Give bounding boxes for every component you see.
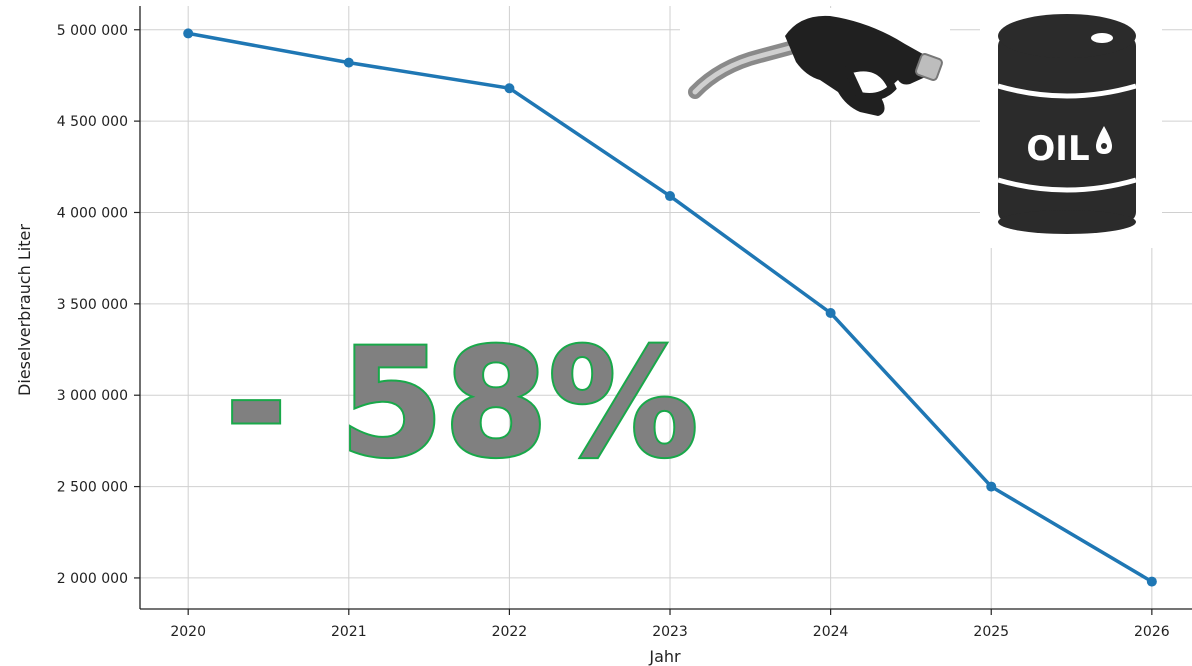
x-tick-label: 2026 <box>1134 624 1170 640</box>
data-point <box>504 83 515 94</box>
barrel-label: OIL <box>1026 129 1089 169</box>
x-tick-label: 2021 <box>331 624 367 640</box>
data-point <box>825 307 836 318</box>
y-tick-label: 3 500 000 <box>57 297 128 313</box>
data-point <box>1146 576 1157 587</box>
axes <box>139 6 1192 610</box>
y-tick-label: 3 000 000 <box>57 388 128 404</box>
data-point <box>183 28 194 39</box>
y-axis-label: Dieselverbrauch Liter <box>15 224 34 396</box>
data-point <box>343 57 354 68</box>
y-tick-label: 4 500 000 <box>57 114 128 130</box>
x-tick-label: 2022 <box>492 624 528 640</box>
x-tick-label: 2023 <box>652 624 688 640</box>
x-ticks: 2020 2021 2022 2023 2024 2025 2026 <box>170 609 1170 640</box>
x-tick-label: 2024 <box>813 624 849 640</box>
y-tick-label: 2 500 000 <box>57 480 128 496</box>
y-ticks: 2 000 000 2 500 000 3 000 000 3 500 000 4 00… <box>57 23 140 587</box>
reduction-annotation: - 58% <box>225 317 699 491</box>
y-tick-label: 4 000 000 <box>57 205 128 221</box>
data-point <box>986 481 997 492</box>
x-axis-label: Jahr <box>648 647 681 666</box>
series <box>183 28 1157 587</box>
x-tick-label: 2025 <box>973 624 1009 640</box>
fuel-pump-nozzle-icon <box>680 8 950 120</box>
oil-barrel-icon: OIL <box>980 0 1162 248</box>
data-point <box>665 191 676 202</box>
y-tick-label: 5 000 000 <box>57 23 128 39</box>
x-tick-label: 2020 <box>170 624 206 640</box>
y-tick-label: 2 000 000 <box>57 571 128 587</box>
